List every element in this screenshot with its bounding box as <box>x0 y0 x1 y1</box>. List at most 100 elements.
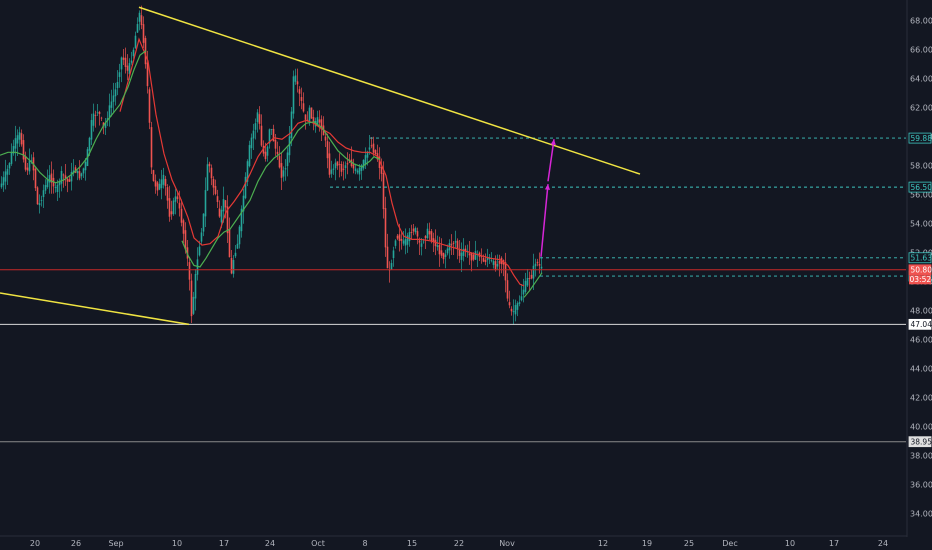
candle-body <box>472 254 475 260</box>
candle-body <box>276 151 279 155</box>
candle-body <box>462 248 465 256</box>
candle-body <box>456 240 459 249</box>
x-tick-label: 24 <box>265 539 275 548</box>
candle-body <box>336 161 339 166</box>
candle-body <box>512 311 515 313</box>
candle-body <box>366 151 369 158</box>
candle-body <box>396 235 399 239</box>
candle-body <box>392 250 395 259</box>
candle-body <box>128 63 131 75</box>
candle-body <box>270 128 273 130</box>
candle-body <box>452 242 455 244</box>
candle-body <box>178 202 181 209</box>
time-axis[interactable]: 20 26 Sep 10 17 24 Oct 8 15 22 Nov 12 19 25 Dec 10 17 24 <box>0 535 907 548</box>
candle-body <box>432 238 435 242</box>
candle-body <box>378 156 381 168</box>
candle-body <box>436 245 439 248</box>
candle-body <box>370 145 373 147</box>
candle-body <box>254 123 257 130</box>
candle-body <box>154 180 157 187</box>
price-tag-text: 59.88 <box>911 134 932 143</box>
candle-body <box>116 82 119 89</box>
candle-body <box>220 209 223 223</box>
y-tick-label: 44.00 <box>910 364 932 373</box>
candle-body <box>360 165 363 171</box>
candle-body <box>18 132 21 140</box>
candle-body <box>308 107 311 122</box>
candle-body <box>420 243 423 247</box>
candle-body <box>180 208 183 223</box>
candle-body <box>514 305 517 315</box>
candle-body <box>224 200 227 208</box>
price-axis[interactable]: 68.0066.0064.0062.0060.0058.0056.0054.00… <box>906 0 932 537</box>
candle-body <box>310 107 313 119</box>
candle-body <box>258 114 261 124</box>
candle-body <box>326 141 329 159</box>
trendline-1 <box>138 6 641 175</box>
y-tick-label: 68.00 <box>910 16 932 25</box>
x-tick-label: Dec <box>722 539 737 548</box>
candle-body <box>126 65 129 71</box>
candle-body <box>508 302 511 306</box>
candle-body <box>430 231 433 241</box>
candle-body <box>522 289 525 295</box>
candle-body <box>238 226 241 245</box>
candle-body <box>318 119 321 123</box>
ma-green-line <box>0 50 543 298</box>
candle-body <box>60 170 63 184</box>
candle-body <box>284 168 287 170</box>
candle-body <box>20 133 23 145</box>
candle-body <box>520 296 523 301</box>
candle-body <box>112 95 115 102</box>
candle-body <box>394 240 397 246</box>
candle-body <box>166 187 169 201</box>
candle-body <box>380 167 383 174</box>
candle-body <box>34 168 37 189</box>
x-tick-label: 22 <box>454 539 464 548</box>
x-tick-label: 17 <box>219 539 229 548</box>
candle-body <box>36 187 39 205</box>
candle-body <box>120 57 123 70</box>
candle-body <box>196 259 199 275</box>
candle-body <box>494 261 497 270</box>
candle-body <box>518 302 521 304</box>
candle-body <box>72 170 75 174</box>
candle-body <box>250 137 253 149</box>
candle-body <box>92 113 95 126</box>
candle-body <box>76 170 79 174</box>
candle-body <box>356 170 359 173</box>
candle-body <box>346 163 349 165</box>
x-tick-label: 15 <box>407 539 417 548</box>
candle-body <box>74 167 77 173</box>
candle-body <box>274 139 277 149</box>
candle-body <box>364 155 367 165</box>
x-tick-label: 8 <box>362 539 367 548</box>
candle-body <box>304 114 307 120</box>
candle-body <box>40 200 43 201</box>
candle-body <box>450 244 453 246</box>
candle-body <box>0 183 3 188</box>
candle-body <box>132 49 135 57</box>
candle-body <box>384 208 387 248</box>
candle-body <box>158 183 161 190</box>
candle-body <box>442 252 445 260</box>
candle-body <box>50 173 53 183</box>
price-tag-text: 56.50 <box>911 183 932 192</box>
candle-body <box>206 164 209 191</box>
candle-body <box>208 163 211 167</box>
candle-body <box>162 174 165 185</box>
candle-body <box>160 179 163 189</box>
candle-body <box>348 161 351 163</box>
candle-body <box>454 241 457 243</box>
candle-body <box>528 278 531 279</box>
candle-body <box>300 97 303 101</box>
candle-body <box>320 119 323 130</box>
candle-body <box>4 171 7 182</box>
candle-body <box>410 232 413 233</box>
candle-body <box>214 186 217 194</box>
candle-body <box>294 75 297 82</box>
x-tick-label: 26 <box>71 539 81 548</box>
candle-body <box>130 60 133 63</box>
